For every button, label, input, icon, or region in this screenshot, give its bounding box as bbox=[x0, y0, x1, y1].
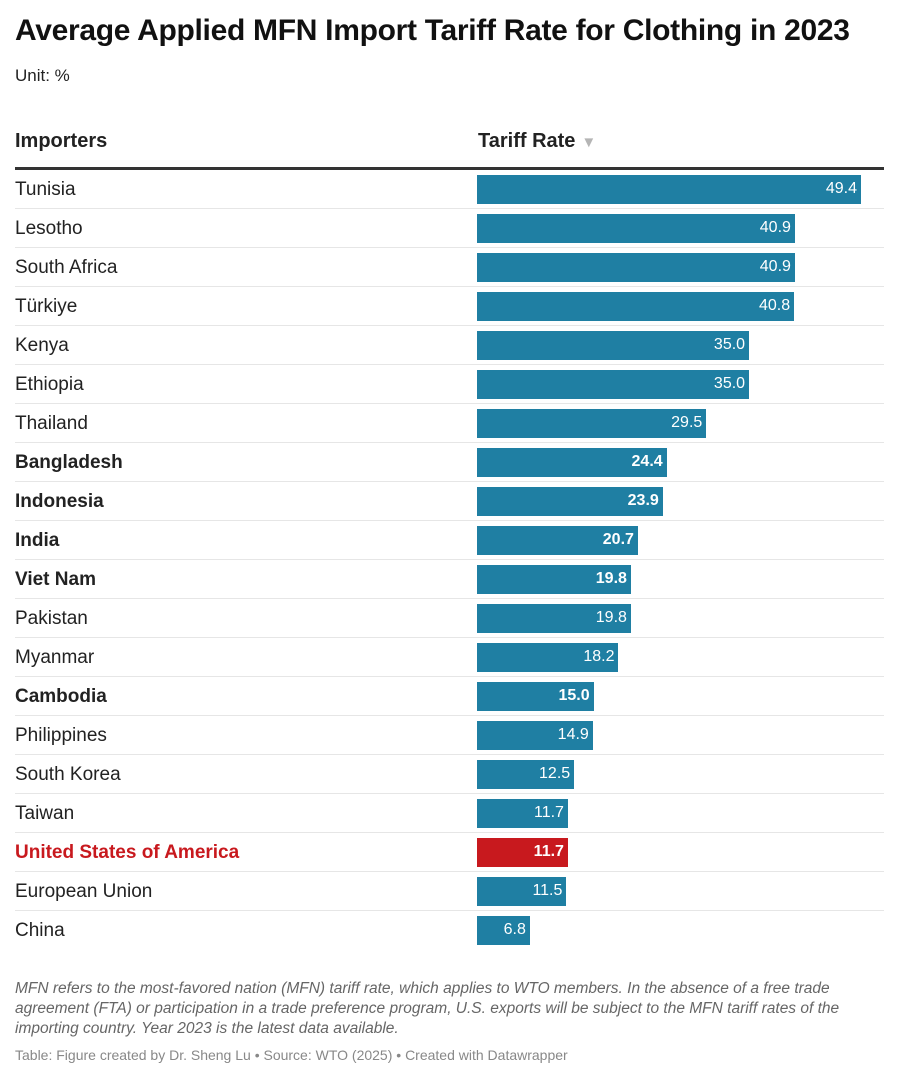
tariff-bar: 15.0 bbox=[477, 682, 594, 711]
tariff-bar: 12.5 bbox=[477, 760, 575, 789]
column-header-tariff-rate-label: Tariff Rate bbox=[478, 130, 576, 152]
tariff-bar: 19.8 bbox=[477, 565, 631, 594]
tariff-bar: 14.9 bbox=[477, 721, 593, 750]
table-row: Thailand 29.5 bbox=[15, 404, 884, 443]
tariff-value-label: 11.7 bbox=[533, 843, 564, 860]
importer-name: Viet Nam bbox=[15, 569, 96, 590]
importer-name: South Korea bbox=[15, 764, 121, 785]
importer-name: Taiwan bbox=[15, 803, 75, 824]
table-row: Tunisia 49.4 bbox=[15, 170, 884, 209]
tariff-value-label: 6.8 bbox=[503, 921, 526, 938]
importer-name: Philippines bbox=[15, 725, 107, 746]
importer-name: Pakistan bbox=[15, 608, 88, 629]
tariff-value-label: 40.8 bbox=[759, 297, 791, 314]
importer-name: Kenya bbox=[15, 335, 69, 356]
importer-name: Indonesia bbox=[15, 491, 104, 512]
importer-name: Lesotho bbox=[15, 218, 83, 239]
tariff-value-label: 11.7 bbox=[533, 804, 564, 821]
table-row: Philippines 14.9 bbox=[15, 716, 884, 755]
importer-name: Thailand bbox=[15, 413, 88, 434]
importer-name: United States of America bbox=[15, 842, 240, 863]
tariff-bar: 18.2 bbox=[477, 643, 619, 672]
tariff-bar: 29.5 bbox=[477, 409, 707, 438]
unit-label: Unit: % bbox=[15, 66, 70, 85]
importer-name: Tunisia bbox=[15, 179, 76, 200]
tariff-value-label: 20.7 bbox=[602, 531, 634, 548]
importer-name: Ethiopia bbox=[15, 374, 84, 395]
tariff-value-label: 19.8 bbox=[595, 570, 627, 587]
importer-name: Türkiye bbox=[15, 296, 78, 317]
tariff-value-label: 35.0 bbox=[713, 375, 746, 392]
table-row: Indonesia 23.9 bbox=[15, 482, 884, 521]
importer-name: Myanmar bbox=[15, 647, 95, 668]
tariff-bar: 40.9 bbox=[477, 253, 795, 282]
table-row: South Korea 12.5 bbox=[15, 755, 884, 794]
tariff-bar: 35.0 bbox=[477, 370, 750, 399]
tariff-value-label: 11.5 bbox=[532, 882, 563, 899]
table-row: Bangladesh 24.4 bbox=[15, 443, 884, 482]
table-row: Viet Nam 19.8 bbox=[15, 560, 884, 599]
chart-title: Average Applied MFN Import Tariff Rate f… bbox=[15, 14, 850, 47]
table-row: Pakistan 19.8 bbox=[15, 599, 884, 638]
tariff-bar: 24.4 bbox=[477, 448, 667, 477]
tariff-bar: 40.8 bbox=[477, 292, 795, 321]
table-body: Tunisia 49.4 Lesotho 40.9 South Africa 40.9 Tü… bbox=[15, 170, 884, 949]
tariff-value-label: 49.4 bbox=[825, 180, 857, 197]
tariff-value-label: 12.5 bbox=[539, 765, 571, 782]
table-row: Taiwan 11.7 bbox=[15, 794, 884, 833]
column-header-tariff-rate[interactable]: Tariff Rate ▼ bbox=[478, 130, 596, 153]
table-row: South Africa 40.9 bbox=[15, 248, 884, 287]
tariff-value-label: 14.9 bbox=[557, 726, 589, 743]
tariff-bar: 20.7 bbox=[477, 526, 638, 555]
tariff-value-label: 23.9 bbox=[627, 492, 659, 509]
tariff-bar: 35.0 bbox=[477, 331, 750, 360]
table-row: United States of America 11.7 bbox=[15, 833, 884, 872]
tariff-bar: 19.8 bbox=[477, 604, 631, 633]
importer-name: China bbox=[15, 920, 65, 941]
sort-descending-icon[interactable]: ▼ bbox=[581, 134, 597, 151]
source-line: Table: Figure created by Dr. Sheng Lu • … bbox=[15, 1047, 568, 1063]
table-row: Türkiye 40.8 bbox=[15, 287, 884, 326]
tariff-value-label: 18.2 bbox=[583, 648, 615, 665]
table-row: Lesotho 40.9 bbox=[15, 209, 884, 248]
tariff-value-label: 40.9 bbox=[759, 219, 791, 236]
table-row: China 6.8 bbox=[15, 911, 884, 949]
header-rule bbox=[15, 167, 884, 170]
tariff-bar: 11.7 bbox=[477, 838, 568, 867]
importer-name: Cambodia bbox=[15, 686, 107, 707]
tariff-bar: 11.7 bbox=[477, 799, 568, 828]
importer-name: India bbox=[15, 530, 60, 551]
notes: MFN refers to the most-favored nation (M… bbox=[15, 980, 840, 1037]
tariff-value-label: 29.5 bbox=[671, 414, 703, 431]
table-row: Cambodia 15.0 bbox=[15, 677, 884, 716]
tariff-bar: 40.9 bbox=[477, 214, 795, 243]
table-row: Kenya 35.0 bbox=[15, 326, 884, 365]
tariff-value-label: 19.8 bbox=[595, 609, 627, 626]
tariff-value-label: 24.4 bbox=[631, 453, 663, 470]
tariff-bar: 49.4 bbox=[477, 175, 861, 204]
importer-name: South Africa bbox=[15, 257, 118, 278]
tariff-value-label: 15.0 bbox=[558, 687, 590, 704]
table-row: Ethiopia 35.0 bbox=[15, 365, 884, 404]
tariff-value-label: 40.9 bbox=[759, 258, 791, 275]
tariff-bar: 23.9 bbox=[477, 487, 663, 516]
tariff-value-label: 35.0 bbox=[713, 336, 746, 353]
column-header-importers[interactable]: Importers bbox=[15, 130, 108, 152]
table-row: India 20.7 bbox=[15, 521, 884, 560]
tariff-bar: 11.5 bbox=[477, 877, 567, 906]
importer-name: Bangladesh bbox=[15, 452, 123, 473]
importer-name: European Union bbox=[15, 881, 153, 902]
table-row: Myanmar 18.2 bbox=[15, 638, 884, 677]
table-row: European Union 11.5 bbox=[15, 872, 884, 911]
tariff-bar: 6.8 bbox=[477, 916, 530, 945]
